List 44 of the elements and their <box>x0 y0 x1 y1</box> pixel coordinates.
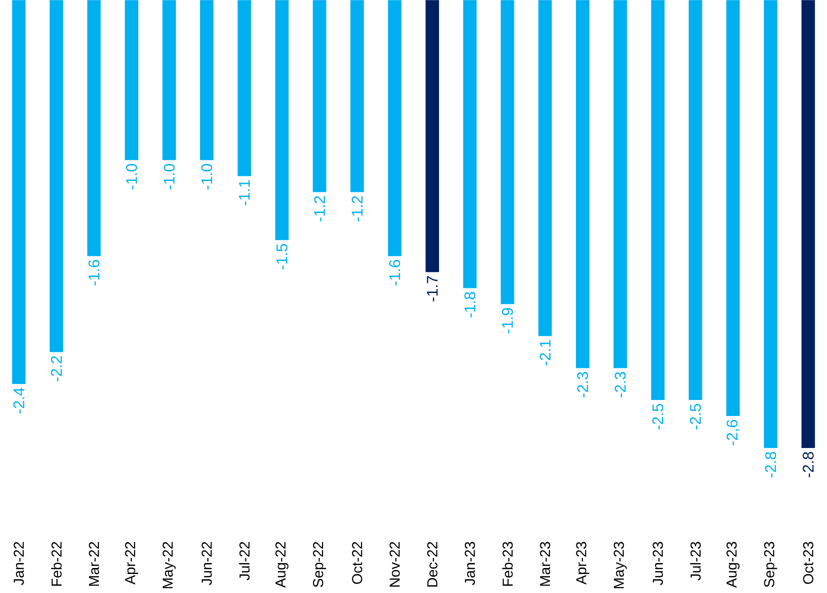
x-tick-label: Sep-22 <box>312 542 326 588</box>
x-tick-label: Feb-23 <box>502 542 513 586</box>
x-tick-label: Mar-22 <box>88 542 100 586</box>
x-tick-label: May-22 <box>162 542 176 588</box>
x-tick-label: Apr-22 <box>125 542 138 585</box>
x-tick-label: Aug-22 <box>275 542 288 588</box>
x-tick-label: Jan-23 <box>464 542 475 586</box>
data-label: -2.4 <box>13 388 24 414</box>
data-label: -1.1 <box>239 180 250 206</box>
x-tick-label: Mar-23 <box>540 542 550 586</box>
data-label: -1.6 <box>88 260 100 286</box>
data-label: -1.0 <box>126 164 138 190</box>
data-label: -1.0 <box>164 164 175 190</box>
data-label: -2.8 <box>765 452 776 478</box>
x-tick-label: Jul-22 <box>239 542 250 580</box>
data-label: -2,6 <box>726 420 740 446</box>
x-tick-label: Jul-23 <box>690 542 701 580</box>
x-tick-label: Sep-23 <box>764 542 778 588</box>
data-label: -2.5 <box>652 404 664 430</box>
data-label: -1.2 <box>352 196 363 222</box>
x-tick-label: Jun-22 <box>202 542 212 586</box>
data-label: -2.2 <box>50 356 62 382</box>
data-label: -1.2 <box>314 196 325 222</box>
x-tick-label: Oct-22 <box>352 542 362 584</box>
data-label: -2.1 <box>540 340 550 366</box>
data-label: -2.5 <box>690 404 701 430</box>
x-tick-label: Jan-22 <box>14 542 24 586</box>
x-tick-label: Oct-23 <box>803 542 814 584</box>
data-label: -1.0 <box>201 164 212 190</box>
x-tick-label: Jun-23 <box>652 542 663 586</box>
x-tick-label: Nov-22 <box>390 542 400 587</box>
x-tick-label: Feb-22 <box>51 542 62 586</box>
data-label: -1.8 <box>464 292 476 318</box>
x-tick-label: Dec-22 <box>427 542 438 587</box>
data-label: -1.6 <box>389 260 400 286</box>
data-label: -2.3 <box>577 372 588 398</box>
x-tick-label: Aug-23 <box>726 542 740 588</box>
x-tick-label: Apr-23 <box>576 542 590 585</box>
data-label: -1.9 <box>502 308 513 334</box>
x-tick-label: May-23 <box>614 542 627 588</box>
data-label: -1.5 <box>276 244 288 270</box>
data-label: -2.3 <box>614 372 626 398</box>
data-label: -1.7 <box>426 276 438 302</box>
data-label: -2.8 <box>802 452 814 478</box>
